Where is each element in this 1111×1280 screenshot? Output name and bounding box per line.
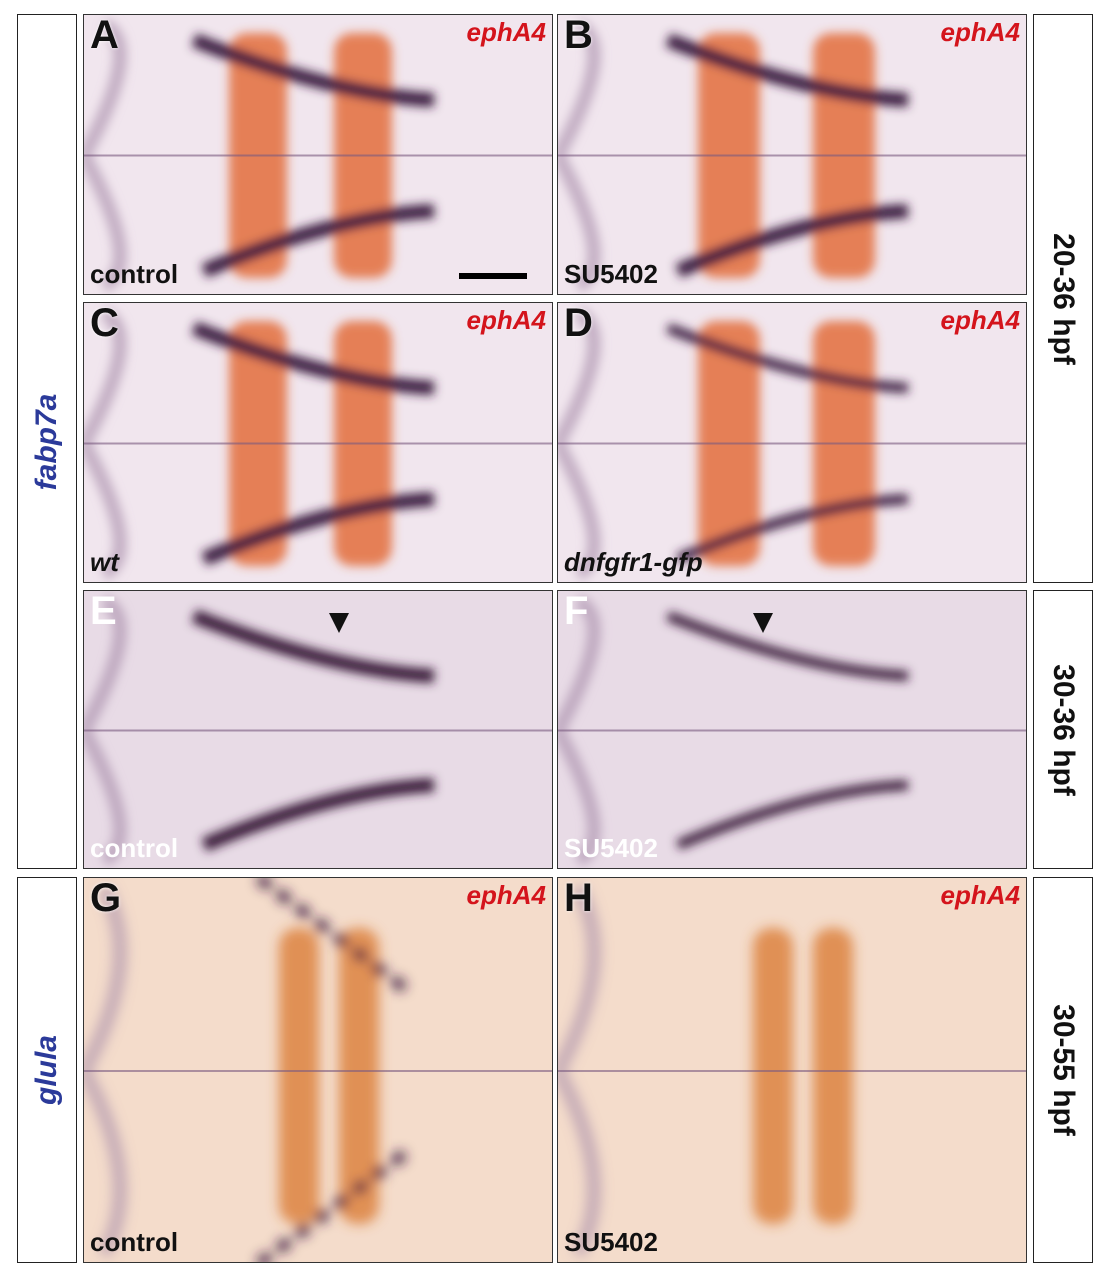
probe-label: ephA4 <box>940 305 1020 335</box>
micrograph <box>558 878 1026 1262</box>
probe-label: ephA4 <box>466 880 546 910</box>
panel-letter: E <box>90 590 117 633</box>
condition-label: wt <box>90 547 119 577</box>
micrograph <box>84 878 552 1262</box>
label-box: 30-55 hpf <box>1033 877 1093 1263</box>
micrograph <box>84 303 552 582</box>
micrograph <box>558 15 1026 294</box>
panel-letter: G <box>90 877 122 920</box>
stage-label: 30-55 hpf <box>1047 1004 1080 1136</box>
probe-label: ephA4 <box>940 880 1020 910</box>
image-panel: F SU5402 <box>557 590 1027 869</box>
panel-letter: A <box>90 14 119 57</box>
gene-label: glula <box>30 1034 63 1106</box>
scale-bar <box>459 273 527 279</box>
stain-band <box>279 928 319 1224</box>
micrograph <box>84 15 552 294</box>
condition-label: control <box>90 833 179 863</box>
condition-label: SU5402 <box>564 1227 658 1257</box>
condition-label: control <box>90 1227 179 1257</box>
micrograph <box>84 591 552 868</box>
label-box: glula <box>17 877 77 1263</box>
probe-label: ephA4 <box>940 17 1020 47</box>
label-box: 30-36 hpf <box>1033 590 1093 869</box>
arrowhead <box>753 613 773 633</box>
stage-label: 30-36 hpf <box>1047 663 1080 796</box>
tissue <box>84 878 408 1262</box>
panel-letter: F <box>564 590 589 633</box>
probe-label: ephA4 <box>466 17 546 47</box>
label-box: fabp7a <box>17 14 77 869</box>
panel-letter: C <box>90 302 119 345</box>
panel-letter: H <box>564 877 593 920</box>
condition-label: control <box>90 259 179 289</box>
arrowhead <box>329 613 349 633</box>
label-box: 20-36 hpf <box>1033 14 1093 583</box>
panel-letter: D <box>564 302 593 345</box>
tissue <box>558 884 853 1258</box>
stain-band <box>339 928 379 1224</box>
panel-letter: B <box>564 14 593 57</box>
tissue <box>84 594 435 867</box>
micrograph <box>558 303 1026 582</box>
stage-label: 20-36 hpf <box>1047 232 1080 365</box>
stain-band <box>753 928 793 1224</box>
gene-label: fabp7a <box>30 393 63 490</box>
condition-label: dnfgfr1-gfp <box>564 547 703 577</box>
condition-label: SU5402 <box>564 833 658 863</box>
probe-label: ephA4 <box>466 305 546 335</box>
stain-band <box>813 928 853 1224</box>
micrograph <box>558 591 1026 868</box>
tissue <box>558 594 909 867</box>
condition-label: SU5402 <box>564 259 658 289</box>
